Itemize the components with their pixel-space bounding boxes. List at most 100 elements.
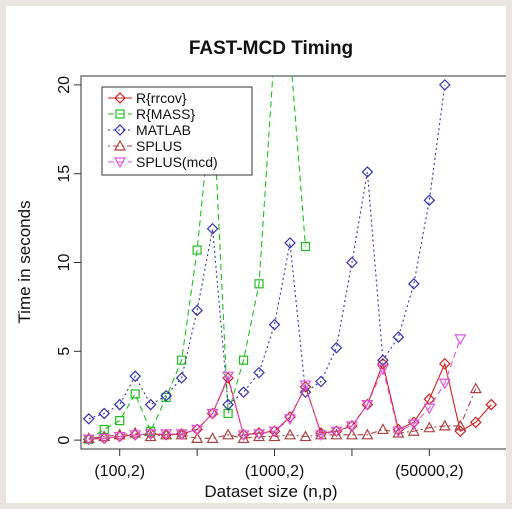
data-point (438, 357, 451, 370)
data-point (82, 432, 95, 443)
data-point (113, 398, 126, 411)
data-point (408, 277, 420, 290)
legend-label: R{MASS} (136, 106, 195, 122)
data-point (115, 415, 125, 426)
data-point (345, 428, 358, 440)
legend-marker (114, 92, 126, 104)
legend-box (101, 86, 253, 176)
data-point (454, 419, 467, 431)
data-point (407, 425, 420, 436)
data-point (314, 430, 327, 442)
legend-marker (113, 157, 127, 169)
data-point (361, 428, 374, 440)
data-point (237, 430, 250, 442)
x-tick-label: (1000,2) (245, 463, 305, 480)
data-point (253, 430, 266, 442)
data-point (376, 364, 389, 376)
data-point (82, 412, 95, 425)
data-point (254, 279, 264, 289)
data-point (469, 382, 482, 394)
series-3 (82, 382, 482, 443)
data-point (438, 378, 451, 390)
data-point (191, 424, 204, 436)
x-tick-label: (50000,2) (395, 463, 464, 480)
data-point (223, 408, 233, 419)
y-tick-label: 15 (56, 165, 73, 183)
data-point (238, 355, 249, 365)
data-point (268, 318, 281, 331)
data-point (130, 389, 140, 399)
y-tick-label: 20 (56, 76, 73, 94)
data-point (175, 429, 188, 441)
data-point (192, 245, 202, 255)
series-4 (82, 334, 467, 446)
data-point (144, 430, 157, 442)
chart-title: FAST-MCD Timing (189, 38, 353, 59)
data-point (361, 399, 374, 411)
legend-label: SPLUS(mcd) (136, 154, 218, 170)
plot-frame: FAST-MCD Timing Dataset size (n,p) Time … (6, 6, 506, 503)
data-point (283, 414, 297, 426)
data-point (299, 386, 312, 399)
data-point (82, 434, 95, 446)
series-2 (82, 79, 451, 425)
data-point (253, 366, 265, 379)
data-point (191, 304, 203, 317)
data-point (299, 430, 312, 442)
data-point (253, 429, 266, 441)
data-point (237, 432, 250, 443)
chart-svg: FAST-MCD Timing Dataset size (n,p) Time … (15, 38, 506, 501)
data-point (423, 421, 436, 433)
data-point (191, 432, 204, 443)
legend-label: R{rrcov} (136, 90, 187, 106)
data-point (407, 419, 420, 431)
data-point (485, 398, 498, 411)
data-point (98, 433, 111, 445)
data-point (392, 331, 405, 343)
data-point (99, 424, 109, 435)
data-point (222, 371, 235, 383)
legend-marker (114, 124, 126, 136)
data-point (300, 241, 311, 252)
data-point (268, 426, 281, 438)
data-point (177, 355, 187, 365)
data-point (237, 386, 250, 399)
data-point (423, 194, 436, 207)
data-point (330, 426, 343, 438)
y-axis-label: Time in seconds (15, 200, 34, 323)
y-tick-label: 0 (56, 436, 73, 445)
data-point (392, 426, 405, 438)
data-point (129, 426, 142, 438)
axis-layer: 0 5 10 15 20 (100,2) (1000,2) (50000,2) (56, 76, 464, 480)
data-point (469, 416, 482, 429)
data-point (346, 256, 358, 269)
data-point (98, 407, 111, 420)
data-point (283, 428, 297, 440)
data-point (438, 419, 451, 431)
data-point (376, 423, 389, 435)
series-line (88, 338, 461, 440)
data-point (222, 428, 235, 440)
data-point (299, 380, 312, 392)
x-axis-label: Dataset size (n,p) (204, 482, 337, 501)
data-point (113, 428, 126, 440)
data-point (206, 408, 219, 420)
legend-marker (113, 139, 127, 151)
data-point (160, 389, 172, 402)
data-point (345, 421, 358, 433)
data-point (222, 398, 234, 411)
series-line (88, 84, 446, 420)
data-point (330, 428, 343, 440)
data-point (206, 222, 219, 235)
data-point (206, 432, 219, 443)
data-point (284, 237, 296, 249)
series-layer (82, 76, 498, 446)
data-point (144, 398, 157, 411)
data-point (113, 431, 126, 443)
y-tick-label: 10 (56, 254, 73, 272)
legend-marker (115, 109, 125, 119)
y-tick-label: 5 (56, 347, 73, 356)
data-point (330, 341, 343, 354)
data-point (361, 166, 374, 178)
